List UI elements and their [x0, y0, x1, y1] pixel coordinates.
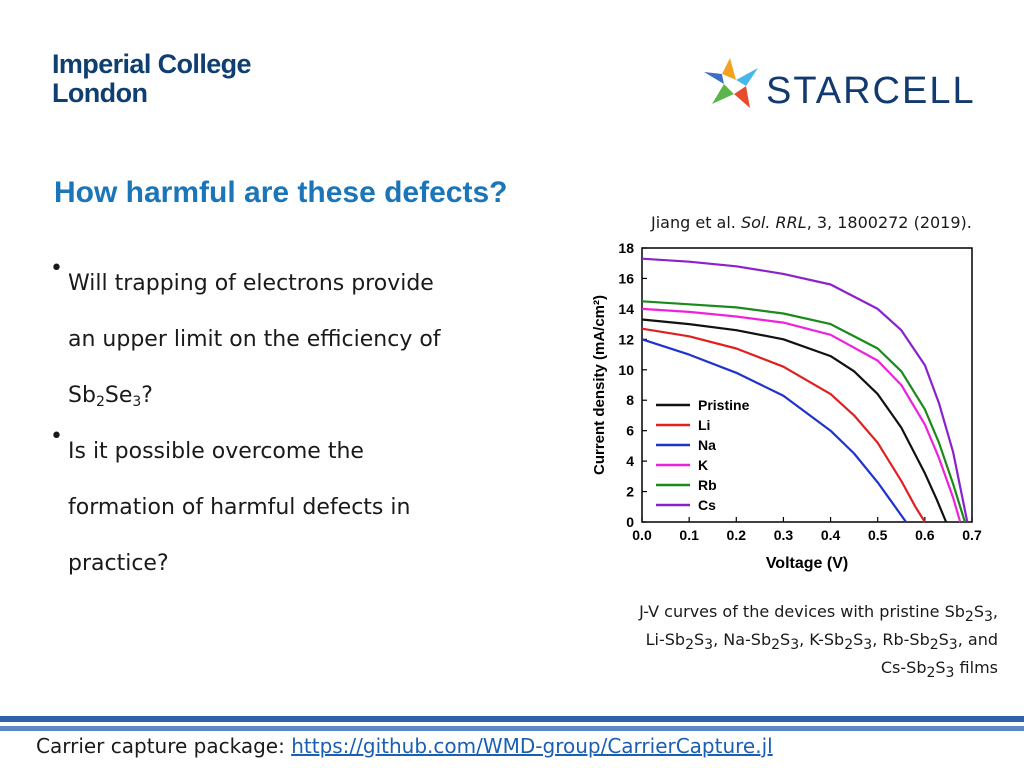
citation: Jiang et al. Sol. RRL, 3, 1800272 (2019)…: [651, 213, 972, 232]
x-tick-label: 0.3: [774, 527, 794, 543]
starcell-logo: STARCELL: [704, 58, 976, 112]
y-tick-label: 4: [626, 453, 634, 469]
imperial-college-logo: Imperial College London: [52, 49, 252, 108]
x-tick-label: 0.0: [632, 527, 652, 543]
y-tick-label: 16: [618, 270, 634, 286]
bullet-line: Is it possible overcome the: [68, 439, 364, 464]
starcell-wordmark: STARCELL: [766, 70, 976, 112]
chart-axes: 0.0 0.1 0.2 0.3 0.4 0.5 0.6 0.7 0 2 4 6 8 10 12 14 16 18: [618, 240, 982, 543]
x-tick-label: 0.7: [962, 527, 982, 543]
star-icon: [704, 58, 758, 108]
logo-line-1: Imperial College: [52, 49, 252, 79]
y-axis-label: Current density (mA/cm²): [591, 295, 608, 475]
legend-label: Rb: [698, 477, 717, 493]
citation-details: , 3, 1800272 (2019).: [806, 213, 972, 232]
y-tick-label: 6: [626, 423, 634, 439]
legend-label: Pristine: [698, 397, 750, 413]
y-tick-label: 10: [618, 362, 634, 378]
x-tick-label: 0.4: [821, 527, 841, 543]
chart-series: [641, 257, 969, 523]
series-line-na: [641, 338, 907, 523]
y-tick-label: 2: [626, 484, 634, 500]
figure-caption: J-V curves of the devices with pristine …: [520, 598, 998, 682]
series-line-cs: [641, 257, 969, 523]
y-tick-label: 12: [618, 331, 634, 347]
y-tick-label: 8: [626, 392, 634, 408]
citation-journal: Sol. RRL: [740, 213, 807, 232]
x-tick-label: 0.2: [727, 527, 747, 543]
legend-label: Na: [698, 437, 716, 453]
x-tick-label: 0.1: [679, 527, 699, 543]
footer-band-gap: [0, 722, 1024, 726]
legend-label: Cs: [698, 497, 716, 513]
footer: Carrier capture package: https://github.…: [36, 734, 773, 758]
bullet-line: formation of harmful defects in: [68, 495, 411, 520]
x-tick-label: 0.5: [868, 527, 888, 543]
footer-label: Carrier capture package:: [36, 734, 292, 758]
caption-line-2: Li-Sb2S3, Na-Sb2S3, K-Sb2S3, Rb-Sb2S3, a…: [645, 630, 998, 653]
legend-label: K: [698, 457, 708, 473]
bullet-item: Is it possible overcome the formation of…: [50, 424, 520, 592]
series-line-rb: [641, 300, 966, 523]
bullet-formula: Sb2Se3?: [68, 383, 153, 410]
carriercapture-link[interactable]: https://github.com/WMD-group/CarrierCapt…: [291, 734, 773, 758]
series-line-pristine: [641, 318, 948, 523]
y-tick-label: 0: [626, 514, 634, 530]
caption-line-1: J-V curves of the devices with pristine …: [639, 602, 998, 625]
bullet-line: Will trapping of electrons provide: [68, 271, 434, 296]
footer-band-lower: [0, 726, 1024, 731]
caption-line-3: Cs-Sb2S3 films: [880, 658, 998, 681]
legend-label: Li: [698, 417, 710, 433]
bullet-list: Will trapping of electrons provide an up…: [50, 256, 520, 592]
bullet-line: an upper limit on the efficiency of: [68, 327, 441, 352]
y-tick-label: 18: [618, 240, 634, 256]
bullet-line: practice?: [68, 551, 169, 576]
x-axis-label: Voltage (V): [766, 555, 848, 572]
citation-authors: Jiang et al.: [651, 213, 741, 232]
chart-legend: Pristine Li Na K Rb Cs: [656, 397, 750, 513]
footer-band: [0, 716, 1024, 722]
jv-chart: 0.0 0.1 0.2 0.3 0.4 0.5 0.6 0.7024681012141618 …: [591, 240, 982, 572]
y-tick-label: 14: [618, 301, 634, 317]
series-line-li: [641, 327, 926, 523]
logo-line-2: London: [52, 78, 148, 108]
plot-frame: [641, 247, 973, 523]
x-tick-label: 0.6: [915, 527, 935, 543]
series-line-k: [641, 307, 962, 523]
bullet-item: Will trapping of electrons provide an up…: [50, 256, 520, 424]
slide-title: How harmful are these defects?: [54, 176, 508, 209]
